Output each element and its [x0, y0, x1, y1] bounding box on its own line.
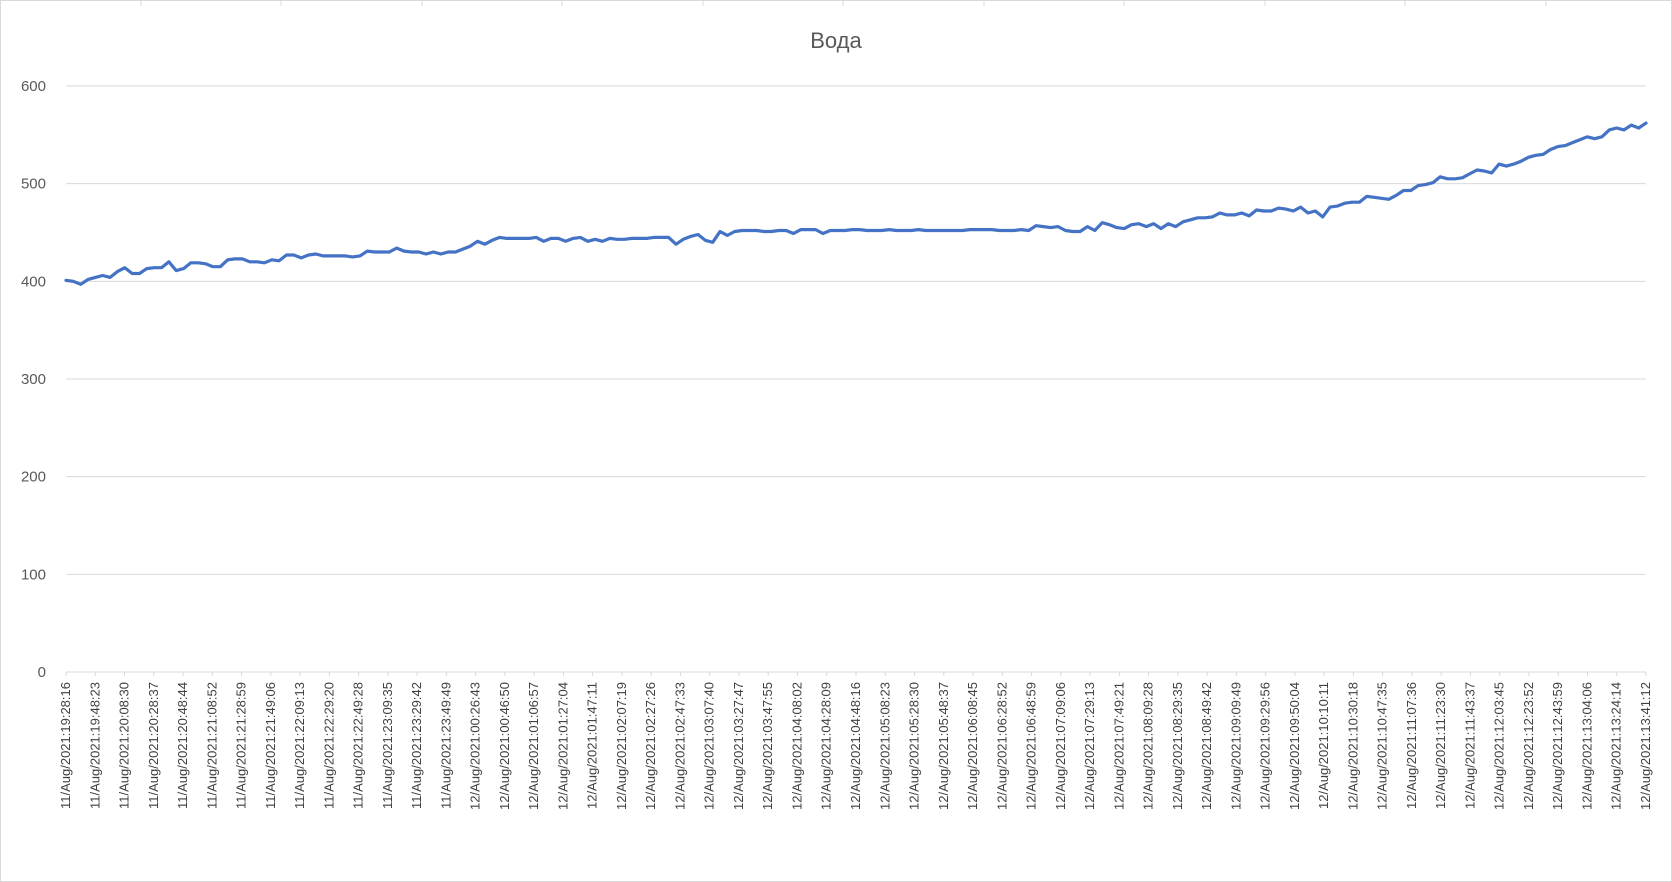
x-tick-label: 11/Aug/2021:20:48:44	[175, 682, 190, 809]
x-tick-label: 12/Aug/2021:03:47:55	[760, 682, 775, 810]
x-tick-label: 12/Aug/2021:00:46:50	[497, 682, 512, 810]
y-tick-label: 300	[21, 371, 46, 388]
x-tick-label: 11/Aug/2021:23:29:42	[409, 682, 424, 809]
x-tick-label: 12/Aug/2021:07:49:21	[1111, 682, 1126, 810]
x-tick-label: 11/Aug/2021:22:29:20	[321, 682, 336, 809]
x-tick-label: 12/Aug/2021:12:23:52	[1521, 682, 1536, 810]
x-tick-label: 12/Aug/2021:13:41:12	[1638, 682, 1653, 810]
x-tick-label: 12/Aug/2021:08:49:42	[1199, 682, 1214, 810]
x-tick-label: 12/Aug/2021:07:29:13	[1082, 682, 1097, 810]
x-tick-label: 12/Aug/2021:10:10:11	[1316, 682, 1331, 809]
x-tick-label: 12/Aug/2021:06:28:52	[994, 682, 1009, 810]
x-tick-label: 12/Aug/2021:13:24:14	[1609, 682, 1624, 810]
x-tick-label: 12/Aug/2021:08:09:28	[1141, 682, 1156, 810]
x-tick-label: 11/Aug/2021:19:28:16	[58, 682, 73, 809]
x-tick-label: 11/Aug/2021:22:49:28	[351, 682, 366, 809]
chart-title: Вода	[810, 28, 862, 53]
y-tick-label: 200	[21, 469, 46, 486]
x-tick-label: 11/Aug/2021:23:49:49	[438, 682, 453, 809]
x-tick-label: 12/Aug/2021:02:47:33	[672, 682, 687, 810]
x-tick-label: 12/Aug/2021:11:23:30	[1433, 682, 1448, 809]
y-tick-label: 400	[21, 273, 46, 290]
x-tick-label: 12/Aug/2021:09:50:04	[1287, 682, 1302, 810]
series-group	[64, 121, 1648, 286]
x-tick-label: 12/Aug/2021:05:28:30	[907, 682, 922, 810]
x-tick-label: 12/Aug/2021:06:08:45	[965, 682, 980, 810]
x-tick-label: 12/Aug/2021:08:29:35	[1170, 682, 1185, 810]
x-tick-label: 12/Aug/2021:04:28:09	[819, 682, 834, 810]
x-tick-label: 11/Aug/2021:23:09:35	[380, 682, 395, 809]
x-tick-label: 11/Aug/2021:20:08:30	[117, 682, 132, 809]
x-tick-label: 12/Aug/2021:06:48:59	[1024, 682, 1039, 810]
y-tick-label: 500	[21, 176, 46, 193]
x-tick-label: 12/Aug/2021:04:08:02	[789, 682, 804, 810]
x-tick-label: 12/Aug/2021:12:03:45	[1492, 682, 1507, 810]
series-line	[64, 121, 1648, 286]
x-tick-label: 12/Aug/2021:01:06:57	[526, 682, 541, 810]
x-tick-label: 11/Aug/2021:19:48:23	[87, 682, 102, 809]
x-tick-label: 12/Aug/2021:03:07:40	[702, 682, 717, 810]
x-tick-label: 12/Aug/2021:03:27:47	[731, 682, 746, 810]
x-axis: 11/Aug/2021:19:28:16 11/Aug/2021:19:48:23…	[58, 672, 1653, 810]
x-tick-label: 12/Aug/2021:05:48:37	[936, 682, 951, 810]
x-tick-label: 12/Aug/2021:10:30:18	[1345, 682, 1360, 810]
x-tick-label: 11/Aug/2021:21:28:59	[234, 682, 249, 809]
x-tick-label: 12/Aug/2021:01:47:11	[585, 682, 600, 809]
x-tick-label: 11/Aug/2021:21:49:06	[263, 682, 278, 809]
y-tick-label: 600	[21, 78, 46, 95]
x-tick-label: 12/Aug/2021:01:27:04	[555, 682, 570, 810]
x-tick-label: 12/Aug/2021:10:47:35	[1375, 682, 1390, 810]
x-tick-label: 12/Aug/2021:11:07:36	[1404, 682, 1419, 809]
x-tick-label: 12/Aug/2021:04:48:16	[848, 682, 863, 810]
y-tick-label: 0	[38, 664, 46, 681]
x-tick-label: 11/Aug/2021:20:28:37	[146, 682, 161, 809]
x-tick-label: 11/Aug/2021:22:09:13	[292, 682, 307, 809]
x-tick-label: 11/Aug/2021:21:08:52	[204, 682, 219, 809]
x-tick-label: 12/Aug/2021:09:29:56	[1258, 682, 1273, 810]
y-tick-label: 100	[21, 566, 46, 583]
x-tick-label: 12/Aug/2021:09:09:49	[1228, 682, 1243, 810]
y-axis: 0 100 200 300 400 500 600	[21, 78, 46, 681]
x-tick-label: 12/Aug/2021:12:43:59	[1550, 682, 1565, 810]
x-tick-label: 12/Aug/2021:11:43:37	[1462, 682, 1477, 809]
x-tick-label: 12/Aug/2021:13:04:06	[1579, 682, 1594, 810]
x-tick-label: 12/Aug/2021:05:08:23	[877, 682, 892, 810]
x-tick-label: 12/Aug/2021:02:27:26	[643, 682, 658, 810]
x-tick-label: 12/Aug/2021:07:09:06	[1053, 682, 1068, 810]
x-tick-label: 12/Aug/2021:00:26:43	[468, 682, 483, 810]
x-tick-label: 12/Aug/2021:02:07:19	[614, 682, 629, 810]
top-border-marks	[140, 0, 1547, 6]
